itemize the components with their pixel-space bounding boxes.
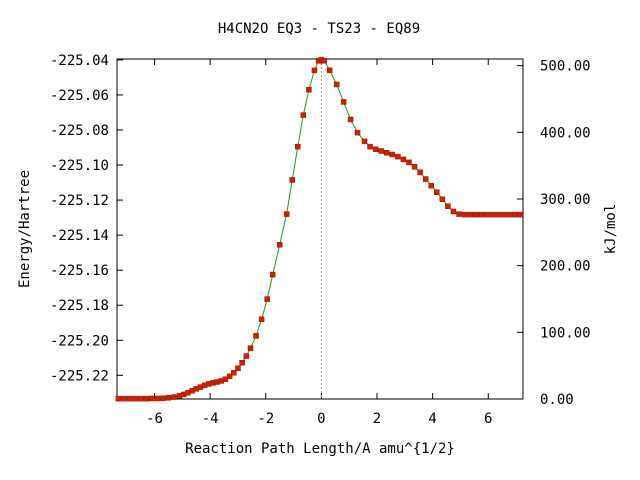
x-tick-label: 6 (484, 411, 492, 427)
data-point (226, 373, 233, 380)
data-point (472, 211, 479, 218)
data-point (372, 146, 379, 153)
data-point (239, 359, 245, 366)
data-point (347, 116, 354, 123)
data-point (306, 86, 312, 93)
data-point (126, 395, 133, 402)
data-point (171, 394, 177, 400)
data-point (333, 81, 340, 88)
data-point (243, 353, 250, 359)
data-point (400, 156, 407, 163)
data-point (235, 365, 241, 372)
data-point (389, 151, 396, 158)
data-point (506, 211, 512, 218)
x-tick-label: -6 (146, 411, 163, 427)
y-tick-label: -225.20 (50, 333, 109, 349)
x-tick-label: 4 (428, 411, 436, 427)
data-point (511, 211, 518, 218)
data-point (422, 176, 429, 182)
plot-area (115, 57, 523, 402)
data-point (143, 395, 149, 402)
data-point (258, 316, 265, 323)
data-point (495, 211, 501, 218)
data-point (132, 395, 138, 402)
data-point (276, 242, 283, 248)
data-point (269, 271, 276, 278)
axes: -6 -4 -2 0 2 4 6 -225.04 -225.06 -225.08 -225.10 -2… (50, 53, 591, 427)
data-point (395, 153, 401, 160)
data-point (467, 211, 473, 218)
data-point (367, 143, 373, 150)
data-point (428, 182, 434, 189)
y2-tick-label: 100.00 (540, 325, 591, 341)
data-point (354, 129, 361, 136)
data-point (378, 148, 384, 154)
y-tick-label: -225.16 (50, 263, 109, 279)
data-point (340, 99, 347, 105)
data-point (165, 395, 172, 401)
x-tick-label: 0 (317, 411, 325, 427)
data-point (149, 395, 155, 402)
x-tick-label: -2 (257, 411, 274, 427)
data-point (489, 211, 496, 218)
data-point (289, 177, 295, 183)
data-point (253, 333, 259, 339)
data-point (283, 211, 290, 217)
y-tick-label: -225.22 (50, 368, 109, 384)
data-point (461, 211, 468, 218)
data-point (456, 211, 462, 217)
data-point (500, 211, 507, 218)
data-point (247, 345, 254, 351)
data-point (295, 143, 301, 150)
y-tick-label: -225.08 (50, 123, 109, 139)
data-point (115, 395, 122, 402)
y-tick-label: -225.12 (50, 193, 109, 209)
data-point (417, 169, 423, 176)
x-tick-label: 2 (373, 411, 381, 427)
data-point (264, 296, 270, 302)
data-point (222, 376, 229, 382)
y-tick-label: -225.04 (50, 53, 109, 69)
x-tick-label: -4 (202, 411, 219, 427)
data-point (434, 189, 440, 195)
y-tick-label: -225.06 (50, 88, 109, 104)
y-axis-label: Energy/Hartree (17, 170, 33, 288)
plot-frame (116, 58, 524, 400)
data-point (406, 159, 412, 166)
y-tick-label: -225.18 (50, 298, 109, 314)
data-point (439, 196, 446, 202)
data-point (121, 395, 127, 402)
y2-tick-label: 0.00 (540, 392, 574, 408)
data-point (137, 395, 144, 402)
data-point (478, 211, 485, 218)
data-point (450, 208, 457, 215)
y2-tick-label: 300.00 (540, 192, 591, 208)
data-point (484, 211, 490, 218)
data-point (154, 395, 161, 402)
data-point (517, 211, 523, 218)
data-point (311, 67, 318, 74)
data-point (321, 58, 327, 64)
data-point (411, 164, 418, 170)
data-point (160, 395, 166, 402)
data-point (326, 67, 333, 74)
data-point (300, 112, 307, 118)
y2-axis-label: kJ/mol (603, 204, 619, 255)
y2-tick-label: 500.00 (540, 59, 591, 75)
y2-tick-label: 200.00 (540, 259, 591, 275)
y2-tick-label: 400.00 (540, 125, 591, 141)
data-point (361, 138, 368, 145)
data-point (445, 203, 451, 209)
data-point (231, 369, 237, 376)
x-axis-label: Reaction Path Length/A amu^{1/2} (185, 441, 455, 457)
y-tick-label: -225.10 (50, 158, 109, 174)
series-line (118, 59, 521, 400)
chart-title: H4CN2O EQ3 - TS23 - EQ89 (218, 21, 420, 37)
y-tick-label: -225.14 (50, 228, 109, 244)
data-point (383, 150, 390, 156)
